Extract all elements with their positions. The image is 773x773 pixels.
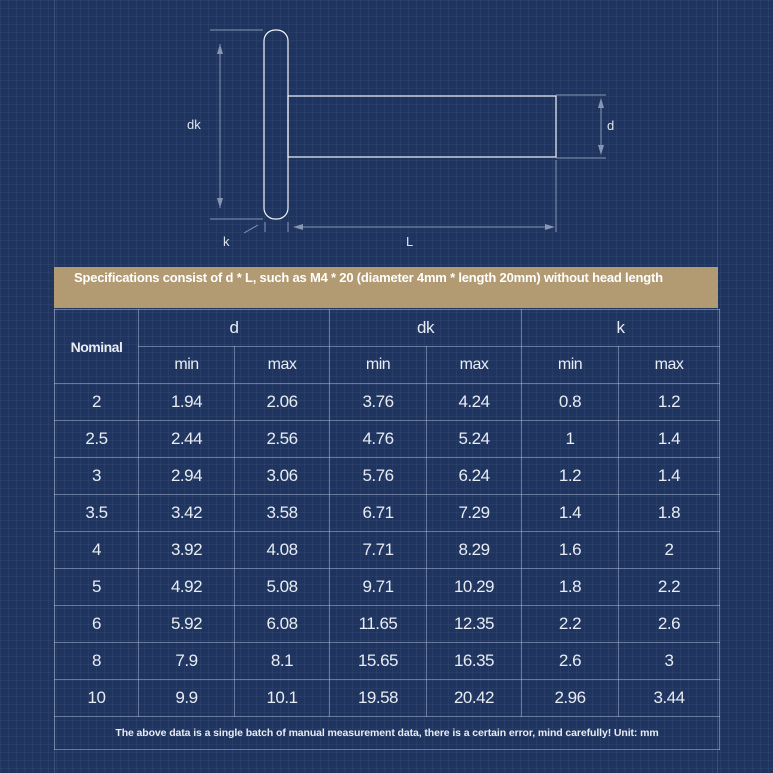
nominal-cell: 5: [54, 568, 139, 606]
sub-header: min: [521, 346, 619, 384]
value-cell: 7.9: [138, 642, 235, 680]
dk-label: dk: [187, 117, 201, 132]
sub-header: max: [618, 346, 720, 384]
value-cell: 3.58: [234, 494, 330, 532]
rivet-shank: [287, 95, 557, 158]
value-cell: 3.44: [618, 679, 720, 717]
value-cell: 5.24: [426, 420, 522, 458]
value-cell: 15.65: [329, 642, 427, 680]
value-cell: 9.9: [138, 679, 235, 717]
table-row: 2.5 2.44 2.56 4.76 5.24 1 1.4: [54, 420, 720, 458]
sub-header: max: [234, 346, 330, 384]
value-cell: 4.76: [329, 420, 427, 458]
value-cell: 5.92: [138, 605, 235, 643]
value-cell: 1.2: [618, 383, 720, 421]
value-cell: 1.4: [521, 494, 619, 532]
sub-header: min: [329, 346, 427, 384]
value-cell: 3.42: [138, 494, 235, 532]
sub-header-row: min max min max min max: [55, 346, 720, 384]
value-cell: 1.8: [521, 568, 619, 606]
value-cell: 5.08: [234, 568, 330, 606]
value-cell: 4.92: [138, 568, 235, 606]
d-label: d: [607, 118, 615, 133]
group-header-d: d: [138, 309, 330, 347]
specification-banner: Specifications consist of d * L, such as…: [54, 267, 718, 308]
nominal-cell: 6: [54, 605, 139, 643]
value-cell: 1.4: [618, 457, 720, 495]
value-cell: 10.29: [426, 568, 522, 606]
value-cell: 1.8: [618, 494, 720, 532]
table-row: 6 5.92 6.08 11.65 12.35 2.2 2.6: [54, 605, 720, 643]
rivet-head: [263, 29, 289, 220]
value-cell: 3.06: [234, 457, 330, 495]
value-cell: 2.06: [234, 383, 330, 421]
nominal-cell: 2: [54, 383, 139, 421]
value-cell: 19.58: [329, 679, 427, 717]
group-header-row: Nominal d dk k: [54, 309, 720, 384]
value-cell: 3.76: [329, 383, 427, 421]
table-row: 4 3.92 4.08 7.71 8.29 1.6 2: [54, 531, 720, 569]
table-row: 3.5 3.42 3.58 6.71 7.29 1.4 1.8: [54, 494, 720, 532]
value-cell: 8.29: [426, 531, 522, 569]
value-cell: 8.1: [234, 642, 330, 680]
value-cell: 2.6: [618, 605, 720, 643]
value-cell: 2.44: [138, 420, 235, 458]
value-cell: 16.35: [426, 642, 522, 680]
value-cell: 6.08: [234, 605, 330, 643]
value-cell: 2.2: [618, 568, 720, 606]
footnote-row: The above data is a single batch of manu…: [54, 716, 720, 750]
k-leader-line: [243, 224, 259, 234]
nominal-cell: 3.5: [54, 494, 139, 532]
value-cell: 7.29: [426, 494, 522, 532]
table-row: 5 4.92 5.08 9.71 10.29 1.8 2.2: [54, 568, 720, 606]
value-cell: 0.8: [521, 383, 619, 421]
value-cell: 10.1: [234, 679, 330, 717]
rivet-diagram: [210, 29, 606, 234]
value-cell: 2: [618, 531, 720, 569]
nominal-cell: 4: [54, 531, 139, 569]
table-row: 2 1.94 2.06 3.76 4.24 0.8 1.2: [54, 383, 720, 421]
table-row: 8 7.9 8.1 15.65 16.35 2.6 3: [54, 642, 720, 680]
value-cell: 3: [618, 642, 720, 680]
value-cell: 1.2: [521, 457, 619, 495]
table-row: 3 2.94 3.06 5.76 6.24 1.2 1.4: [54, 457, 720, 495]
value-cell: 2.6: [521, 642, 619, 680]
value-cell: 2.2: [521, 605, 619, 643]
value-cell: 4.08: [234, 531, 330, 569]
value-cell: 2.94: [138, 457, 235, 495]
nominal-cell: 2.5: [54, 420, 139, 458]
nominal-cell: 10: [54, 679, 139, 717]
value-cell: 1.6: [521, 531, 619, 569]
value-cell: 20.42: [426, 679, 522, 717]
value-cell: 11.65: [329, 605, 427, 643]
sub-header: max: [426, 346, 522, 384]
table-row: 10 9.9 10.1 19.58 20.42 2.96 3.44: [54, 679, 720, 717]
spec-table: Nominal d dk k min max min max min max 2…: [54, 309, 720, 750]
value-cell: 9.71: [329, 568, 427, 606]
value-cell: 1: [521, 420, 619, 458]
L-label: L: [406, 234, 414, 249]
nominal-cell: 3: [54, 457, 139, 495]
group-header-dk: dk: [329, 309, 522, 347]
value-cell: 6.71: [329, 494, 427, 532]
value-cell: 4.24: [426, 383, 522, 421]
value-cell: 3.92: [138, 531, 235, 569]
value-cell: 6.24: [426, 457, 522, 495]
value-cell: 2.96: [521, 679, 619, 717]
value-cell: 12.35: [426, 605, 522, 643]
value-cell: 5.76: [329, 457, 427, 495]
value-cell: 1.4: [618, 420, 720, 458]
nominal-header: Nominal: [54, 309, 139, 384]
value-cell: 2.56: [234, 420, 330, 458]
footnote: The above data is a single batch of manu…: [54, 716, 720, 750]
nominal-cell: 8: [54, 642, 139, 680]
group-header-k: k: [521, 309, 720, 347]
k-label: k: [223, 234, 230, 249]
value-cell: 1.94: [138, 383, 235, 421]
value-cell: 7.71: [329, 531, 427, 569]
sub-header: min: [138, 346, 235, 384]
